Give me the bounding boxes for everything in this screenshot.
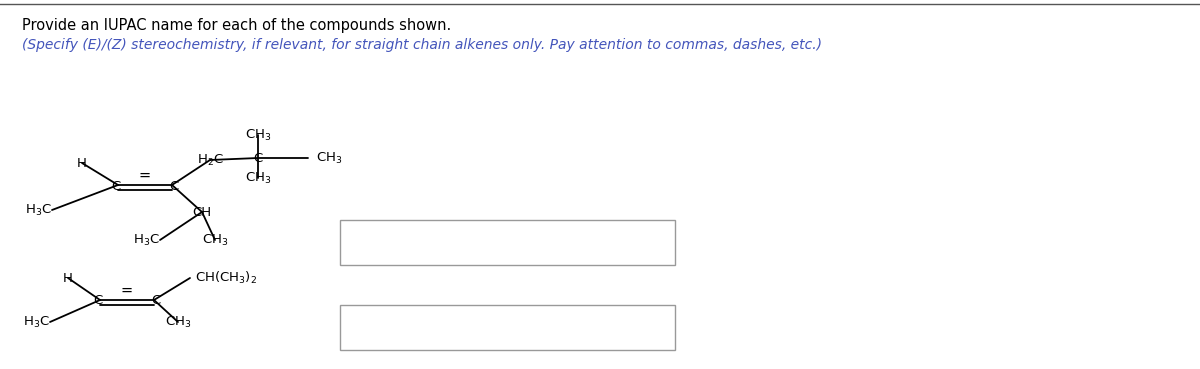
Text: C: C	[94, 294, 103, 307]
Text: C: C	[253, 152, 263, 165]
Text: H: H	[77, 156, 86, 169]
Text: C: C	[112, 179, 121, 193]
Text: C: C	[169, 179, 179, 193]
Text: (Specify (E)/(Z) stereochemistry, if relevant, for straight chain alkenes only. : (Specify (E)/(Z) stereochemistry, if rel…	[22, 38, 822, 52]
Text: =: =	[139, 168, 151, 183]
Text: CH$_3$: CH$_3$	[316, 151, 342, 166]
Text: H: H	[64, 272, 73, 284]
Bar	[340, 305, 674, 350]
Text: CH$_3$: CH$_3$	[245, 127, 271, 142]
Text: C: C	[151, 294, 161, 307]
Text: CH$_3$: CH$_3$	[202, 232, 228, 248]
Text: =: =	[121, 283, 133, 298]
Text: H$_2$C: H$_2$C	[197, 152, 223, 168]
Text: Provide an IUPAC name for each of the compounds shown.: Provide an IUPAC name for each of the co…	[22, 18, 451, 33]
Text: H$_3$C: H$_3$C	[25, 203, 52, 218]
Bar	[340, 220, 674, 265]
Text: CH: CH	[192, 206, 211, 218]
Text: CH(CH$_3$)$_2$: CH(CH$_3$)$_2$	[194, 270, 257, 286]
Text: CH$_3$: CH$_3$	[164, 314, 191, 330]
Text: CH$_3$: CH$_3$	[245, 170, 271, 186]
Text: H$_3$C: H$_3$C	[133, 232, 160, 248]
Text: H$_3$C: H$_3$C	[23, 314, 50, 330]
